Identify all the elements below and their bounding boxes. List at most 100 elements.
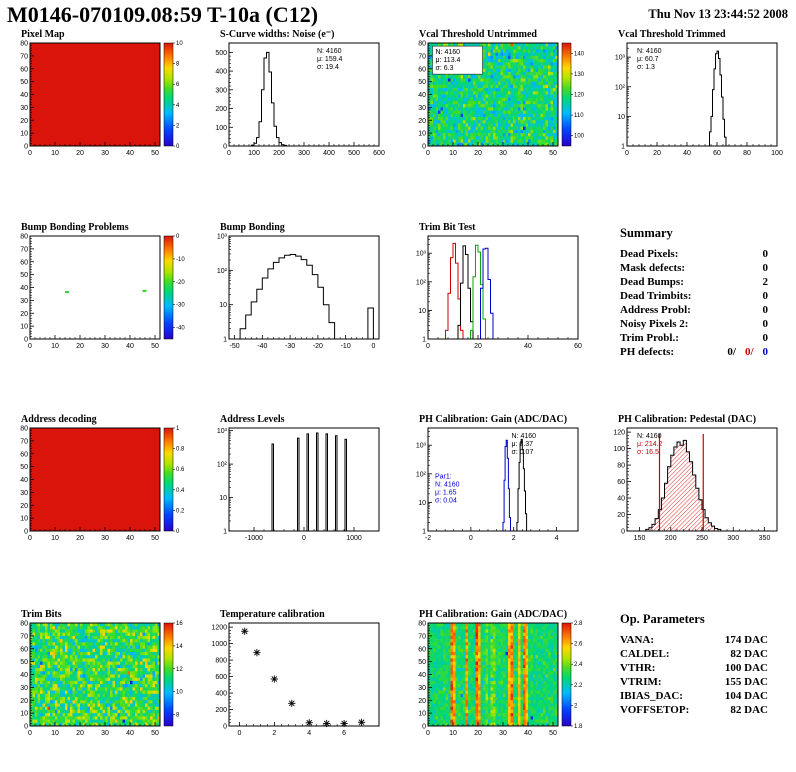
colorbar — [561, 622, 572, 727]
stats-box — [432, 45, 483, 75]
svg-text:20: 20 — [76, 535, 84, 542]
panel-vcal-threshold-trimmed: Vcal Threshold Trimmed 0 20 40 60 80 100 1 10 10²… — [597, 28, 796, 168]
defect-mark — [142, 289, 147, 292]
svg-text:80: 80 — [20, 621, 28, 628]
svg-text:200: 200 — [273, 150, 285, 157]
svg-text:1: 1 — [176, 426, 180, 432]
histogram-series — [478, 247, 494, 340]
svg-text:1000: 1000 — [346, 535, 362, 542]
svg-text:130: 130 — [574, 72, 585, 78]
svg-text:250: 250 — [696, 535, 708, 542]
row-label: IBIAS_DAC: — [620, 690, 683, 702]
row-value: 155 DAC — [724, 676, 768, 688]
ph-defects-total: 0/ — [727, 346, 736, 358]
svg-text:40: 40 — [683, 150, 691, 157]
chart-title: S-Curve widths: Noise (e⁻) — [220, 29, 334, 40]
svg-text:80: 80 — [20, 234, 28, 241]
svg-text:0: 0 — [24, 724, 28, 731]
heatmap-area — [30, 428, 160, 531]
svg-text:10²: 10² — [217, 268, 228, 275]
chart-title: PH Calibration: Pedestal (DAC) — [618, 414, 756, 425]
svg-text:0: 0 — [426, 150, 430, 157]
svg-text:10: 10 — [617, 114, 625, 121]
histogram-series — [234, 254, 374, 340]
colorbar — [163, 42, 174, 147]
svg-text:40: 40 — [20, 672, 28, 679]
svg-text:20: 20 — [20, 118, 28, 125]
svg-text:600: 600 — [373, 150, 385, 157]
svg-text:100: 100 — [574, 134, 585, 140]
svg-text:40: 40 — [524, 150, 532, 157]
histogram-series — [502, 439, 511, 531]
svg-text:1: 1 — [621, 144, 625, 151]
ph-defects-values: 0/0/0 — [718, 345, 768, 359]
report-row: Address Probl: 0 — [620, 303, 768, 317]
svg-text:100: 100 — [613, 446, 625, 453]
svg-text:0: 0 — [28, 343, 32, 350]
timestamp: Thu Nov 13 23:44:52 2008 — [648, 7, 788, 21]
svg-text:40: 40 — [418, 92, 426, 99]
histogram-series — [457, 245, 474, 339]
report-row: Dead Bumps: 2 — [620, 275, 768, 289]
svg-text:50: 50 — [151, 730, 159, 737]
data-point-marker — [241, 628, 248, 635]
svg-text:0: 0 — [28, 730, 32, 737]
svg-text:0: 0 — [223, 144, 227, 151]
row-label: VOFFSETOP: — [620, 704, 690, 716]
svg-text:50: 50 — [20, 272, 28, 279]
svg-text:0: 0 — [238, 730, 242, 737]
histogram-series — [708, 50, 727, 147]
svg-text:40: 40 — [126, 730, 134, 737]
svg-text:100: 100 — [771, 150, 783, 157]
svg-text:0: 0 — [28, 150, 32, 157]
row-value: 82 DAC — [730, 704, 768, 716]
histogram-series — [271, 432, 347, 532]
chart-addr-levels: Address Levels -1000 0 1000 1 10 10² 10³ — [217, 414, 380, 542]
stats-line: μ: 159.4 — [317, 56, 343, 63]
svg-text:120: 120 — [574, 93, 585, 99]
svg-text:20: 20 — [76, 730, 84, 737]
op-parameters-rows: VANA: 174 DAC CALDEL: 82 DAC VTHR: 100 DAC VTR… — [620, 633, 770, 717]
stats-line: N: 4160 — [317, 48, 342, 55]
svg-text:10³: 10³ — [217, 428, 228, 435]
svg-text:-30: -30 — [176, 303, 185, 309]
svg-text:0.8: 0.8 — [176, 447, 185, 453]
chart-title: Bump Bonding — [220, 222, 285, 233]
row-value: 104 DAC — [724, 690, 768, 702]
svg-text:20: 20 — [20, 503, 28, 510]
svg-text:-40: -40 — [257, 343, 267, 350]
stats-line: σ: 1.3 — [637, 64, 655, 71]
chart-title: PH Calibration: Gain (ADC/DAC) — [419, 414, 567, 425]
svg-text:120: 120 — [613, 430, 625, 437]
svg-text:16: 16 — [176, 621, 183, 627]
svg-text:70: 70 — [418, 53, 426, 60]
svg-text:10³: 10³ — [217, 234, 228, 241]
chart-title: PH Calibration: Gain (ADC/DAC) — [419, 609, 567, 620]
row-label: Dead Trimbits: — [620, 290, 692, 302]
svg-text:60: 60 — [713, 150, 721, 157]
chart-title: Address Levels — [220, 414, 285, 425]
stats-line: N: 4160 — [435, 481, 460, 488]
svg-text:10³: 10³ — [416, 251, 427, 258]
svg-text:10: 10 — [219, 495, 227, 502]
svg-text:10: 10 — [51, 343, 59, 350]
summary-title: Summary — [620, 226, 673, 240]
chart-ph-gain-2d: PH Calibration: Gain (ADC/DAC)0 10 20 30 40 5… — [418, 609, 583, 737]
row-label: VANA: — [620, 634, 655, 646]
panel-trim-bits: Trim Bits 0 10 20 30 40 50 0 10 20 30 40 50 60 70 80 8 10… — [0, 608, 199, 748]
row-label: Mask defects: — [620, 262, 686, 274]
stats-line: N: 4160 — [637, 433, 662, 440]
data-point-marker — [288, 700, 295, 707]
report-row: VTRIM: 155 DAC — [620, 675, 768, 689]
svg-text:1000: 1000 — [211, 641, 227, 648]
svg-text:20: 20 — [20, 311, 28, 318]
panel-vcal-threshold-untrimmed: Vcal Threshold Untrimmed 0 10 20 30 40 50 0 10 20… — [398, 28, 597, 168]
svg-text:40: 40 — [524, 343, 532, 350]
svg-text:0: 0 — [176, 529, 180, 535]
svg-text:0: 0 — [469, 535, 473, 542]
svg-text:140: 140 — [574, 51, 585, 57]
row-value: 0 — [762, 332, 769, 344]
svg-text:600: 600 — [215, 674, 227, 681]
data-point-marker — [323, 720, 330, 727]
row-label: Dead Pixels: — [620, 248, 679, 260]
